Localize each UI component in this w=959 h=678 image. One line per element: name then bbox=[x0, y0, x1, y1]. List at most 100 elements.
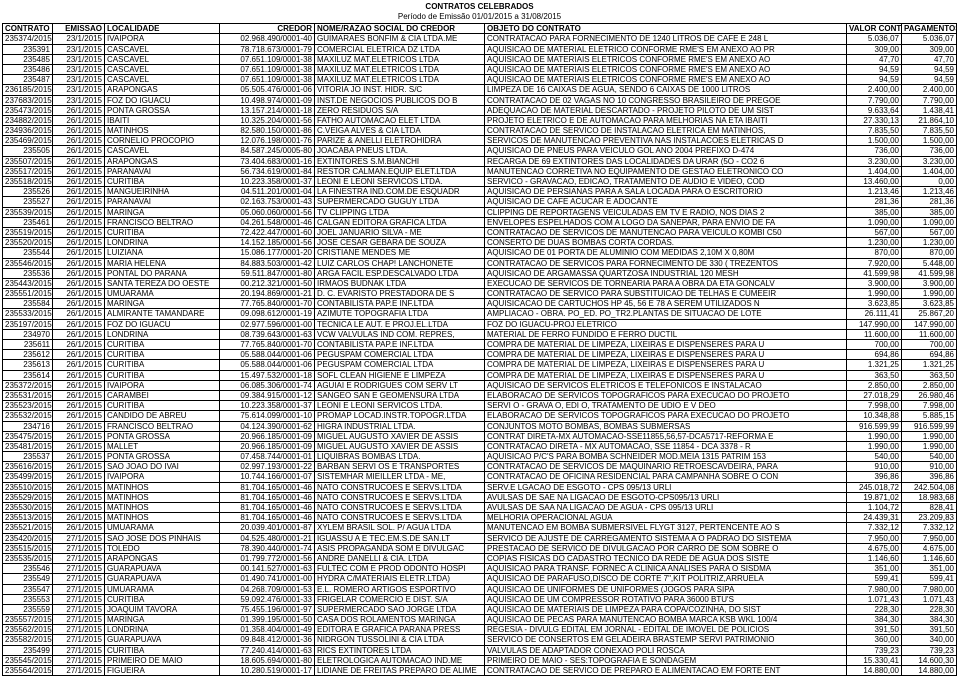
cell-credor: 81.704.165/0001-46 bbox=[220, 492, 315, 502]
col-header-localidade: LOCALIDADE bbox=[105, 24, 220, 34]
table-row: 23471626/1/2015FRANCISCO BELTRAO04.124.3… bbox=[3, 421, 957, 431]
cell-credor: 07.651.109/0001-38 bbox=[220, 54, 315, 64]
cell-valor: 1.230,00 bbox=[847, 238, 902, 248]
cell-credor: 09.098.612/0001-19 bbox=[220, 309, 315, 319]
cell-localidade: MATINHOS bbox=[105, 492, 220, 502]
cell-contrato: 235546/2015 bbox=[3, 258, 53, 268]
cell-pagamentos: 7.980,00 bbox=[902, 584, 957, 594]
cell-valor: 910,00 bbox=[847, 462, 902, 472]
cell-emissao: 26/1/2015 bbox=[53, 197, 105, 207]
cell-credor: 77.765.840/0001-70 bbox=[220, 299, 315, 309]
cell-valor: 13.460,00 bbox=[847, 177, 902, 187]
cell-emissao: 27/1/2015 bbox=[53, 615, 105, 625]
cell-credor: 82.580.150/0001-86 bbox=[220, 126, 315, 136]
cell-valor: 736,00 bbox=[847, 146, 902, 156]
cell-objeto: AQUISICAO DE SERVICOS ELETRICOS E TELEFO… bbox=[485, 380, 847, 390]
cell-emissao: 27/1/2015 bbox=[53, 533, 105, 543]
cell-objeto: SERVICO DE CONSERTOS EM GELADEIRA BRASTE… bbox=[485, 635, 847, 645]
cell-contrato: 235582/2015 bbox=[3, 635, 53, 645]
table-row: 235481/201526/1/2015MALLET20.966.185/000… bbox=[3, 441, 957, 451]
cell-localidade: LONDRINA bbox=[105, 625, 220, 635]
cell-localidade: MARINGA bbox=[105, 207, 220, 217]
cell-valor: 147.990,00 bbox=[847, 319, 902, 329]
cell-objeto: AVULSAS DE SAE NA LIGACAO DE ESGOTO-CPS0… bbox=[485, 492, 847, 502]
cell-credor: 73.404.683/0001-16 bbox=[220, 156, 315, 166]
table-row: 235517/201526/1/2015PARANAVAI56.734.619/… bbox=[3, 166, 957, 176]
cell-valor: 5.036,07 bbox=[847, 34, 902, 44]
cell-localidade: PRIMEIRO DE MAIO bbox=[105, 655, 220, 665]
cell-nome: CONTABILISTA PAP.E INF.LTDA bbox=[315, 340, 485, 350]
cell-contrato: 234882/2015 bbox=[3, 115, 53, 125]
cell-valor: 7.835,50 bbox=[847, 126, 902, 136]
cell-nome: JOACABA PNEUS LTDA. bbox=[315, 146, 485, 156]
cell-localidade: UMUARAMA bbox=[105, 523, 220, 533]
cell-contrato: 234716 bbox=[3, 421, 53, 431]
cell-objeto: AQUISICAO DE PNEUS PARA VEICULO GOL ANO … bbox=[485, 146, 847, 156]
cell-contrato: 235520/2015 bbox=[3, 238, 53, 248]
cell-valor: 10.348,88 bbox=[847, 411, 902, 421]
cell-credor: 78.390.440/0001-74 bbox=[220, 543, 315, 553]
cell-pagamentos: 384,30 bbox=[902, 615, 957, 625]
cell-credor: 04.124.390/0001-62 bbox=[220, 421, 315, 431]
cell-emissao: 26/1/2015 bbox=[53, 472, 105, 482]
cell-emissao: 23/1/2015 bbox=[53, 34, 105, 44]
cell-valor: 870,00 bbox=[847, 248, 902, 258]
cell-localidade: MARINGA bbox=[105, 299, 220, 309]
contracts-table: CONTRATO EMISSAO LOCALIDADE CREDOR NOME/… bbox=[2, 23, 957, 676]
cell-nome: BARBAN SERVI OS E TRANSPORTES bbox=[315, 462, 485, 472]
cell-nome: MAXILUZ MAT.ELETRICOS LTDA bbox=[315, 75, 485, 85]
cell-localidade: ARAPONGAS bbox=[105, 553, 220, 563]
cell-valor: 1.990,00 bbox=[847, 441, 902, 451]
cell-objeto: MELHORIA OPERACIONAL AGUA bbox=[485, 513, 847, 523]
cell-emissao: 27/1/2015 bbox=[53, 574, 105, 584]
cell-objeto: AQUISICAO P/C'S PARA BOMBA SCHNEIDER MOD… bbox=[485, 452, 847, 462]
cell-credor: 08.739.643/0001-63 bbox=[220, 329, 315, 339]
cell-contrato: 235547 bbox=[3, 584, 53, 594]
cell-objeto: SERVICO DE AJUSTE DE CARREGAMENTO SISTEM… bbox=[485, 533, 847, 543]
cell-emissao: 26/1/2015 bbox=[53, 503, 105, 513]
cell-emissao: 27/1/2015 bbox=[53, 655, 105, 665]
cell-emissao: 26/1/2015 bbox=[53, 431, 105, 441]
cell-emissao: 26/1/2015 bbox=[53, 401, 105, 411]
cell-nome: LIDIANE DE FREITAS PREPARO DE ALIME bbox=[315, 666, 485, 676]
table-row: 23552726/1/2015PARANAVAI02.163.753/0001-… bbox=[3, 197, 957, 207]
cell-localidade: CURITIBA bbox=[105, 645, 220, 655]
table-row: 235374/201523/1/2015IVAIPORA02.968.490/0… bbox=[3, 34, 957, 44]
cell-pagamentos: 1.990,00 bbox=[902, 431, 957, 441]
cell-valor: 1.500,00 bbox=[847, 136, 902, 146]
cell-nome: HIGRA INDUSTRIAL LTDA. bbox=[315, 421, 485, 431]
cell-nome: CASA DOS ROLAMENTOS MARINGA bbox=[315, 615, 485, 625]
cell-objeto: AQUISICAO DE PARAFUSO,DISCO DE CORTE 7",… bbox=[485, 574, 847, 584]
cell-emissao: 27/1/2015 bbox=[53, 564, 105, 574]
cell-credor: 81.704.165/0001-46 bbox=[220, 503, 315, 513]
cell-valor: 1.104,72 bbox=[847, 503, 902, 513]
cell-pagamentos: 281,36 bbox=[902, 197, 957, 207]
cell-localidade: FOZ DO IGUACU bbox=[105, 319, 220, 329]
cell-valor: 27.330,13 bbox=[847, 115, 902, 125]
cell-emissao: 23/1/2015 bbox=[53, 64, 105, 74]
cell-localidade: IBAITI bbox=[105, 115, 220, 125]
cell-contrato: 235499 bbox=[3, 645, 53, 655]
cell-nome: ELETROLOGICA AUTOMACAO IND.ME bbox=[315, 655, 485, 665]
cell-objeto: PRESTACAO DE SERVICO DE DIVULGACAO POR C… bbox=[485, 543, 847, 553]
cell-emissao: 23/1/2015 bbox=[53, 75, 105, 85]
cell-emissao: 26/1/2015 bbox=[53, 441, 105, 451]
cell-emissao: 26/1/2015 bbox=[53, 492, 105, 502]
cell-contrato: 237683/2015 bbox=[3, 95, 53, 105]
cell-emissao: 26/1/2015 bbox=[53, 126, 105, 136]
cell-valor: 14.880,00 bbox=[847, 666, 902, 676]
cell-emissao: 26/1/2015 bbox=[53, 115, 105, 125]
cell-objeto: REGESIA - DIVULG EDITAL EM JORNAL - EDIT… bbox=[485, 625, 847, 635]
cell-localidade: MARINGA bbox=[105, 615, 220, 625]
cell-localidade: CASCAVEL bbox=[105, 44, 220, 54]
cell-emissao: 26/1/2015 bbox=[53, 340, 105, 350]
cell-objeto: COMPRA DE MATERIAL DE LIMPEZA, LIXEIRAS … bbox=[485, 360, 847, 370]
table-row: 23553626/1/2015PONTAL DO PARANA59.511.84… bbox=[3, 268, 957, 278]
cell-nome: LUIZ CARLOS CHAP! LANCHONETE bbox=[315, 258, 485, 268]
cell-nome: NATO CONSTRUCOES E SERVS.LTDA bbox=[315, 492, 485, 502]
cell-objeto: AQUISICAO DE PERSIANAS PARA A SALA LOCAD… bbox=[485, 187, 847, 197]
cell-localidade: GUARAPUAVA bbox=[105, 635, 220, 645]
col-header-contrato: CONTRATO bbox=[3, 24, 53, 34]
cell-credor: 01.799.772/0001-56 bbox=[220, 553, 315, 563]
cell-contrato: 235475/2015 bbox=[3, 431, 53, 441]
